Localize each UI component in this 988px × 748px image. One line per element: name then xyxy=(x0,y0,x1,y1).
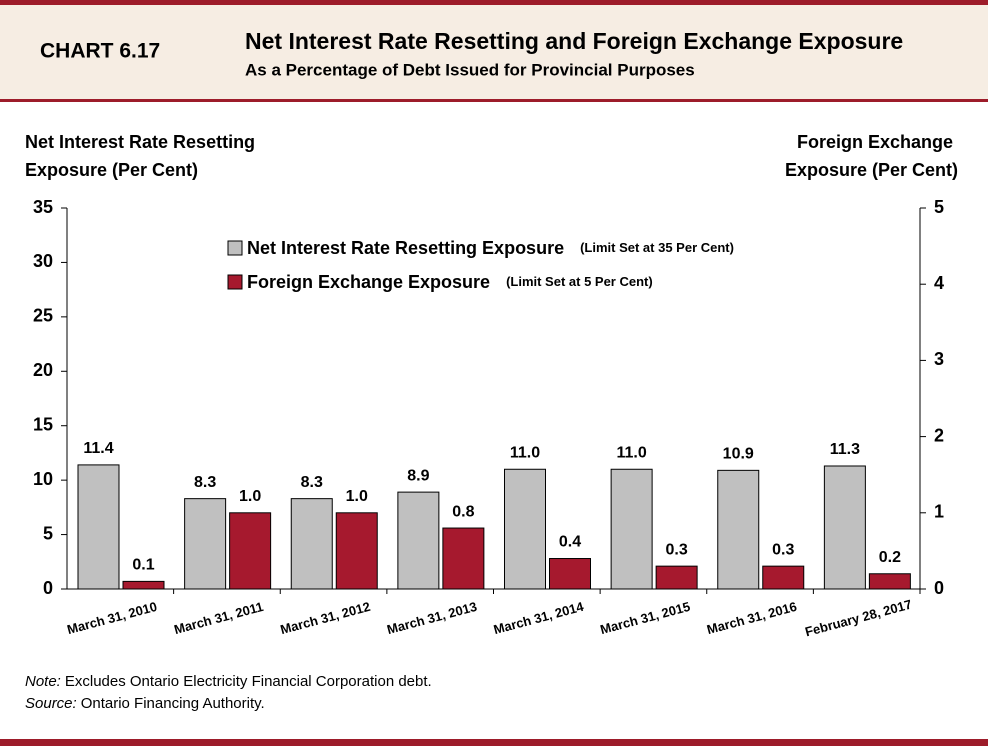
value-label: 8.3 xyxy=(301,474,323,491)
bar xyxy=(549,558,591,590)
y-tick-label: 0 xyxy=(43,578,53,598)
bar xyxy=(762,565,805,590)
header-rule xyxy=(0,99,988,102)
y-tick-label: 10 xyxy=(33,469,53,489)
chart-number: CHART 6.17 xyxy=(40,40,160,63)
y-axis-label: Net Interest Rate Resetting xyxy=(25,132,255,152)
y2-tick-label: 4 xyxy=(934,273,944,293)
x-tick-label: March 31, 2013 xyxy=(385,599,478,637)
bar xyxy=(77,464,120,590)
value-label: 0.4 xyxy=(559,534,581,551)
bar xyxy=(504,468,546,590)
value-label: 0.3 xyxy=(772,541,794,558)
y-axis-label: Exposure (Per Cent) xyxy=(25,160,198,180)
y2-tick-label: 3 xyxy=(934,349,944,369)
chart-title: Net Interest Rate Resetting and Foreign … xyxy=(245,28,903,54)
footnote: Source: Ontario Financing Authority. xyxy=(25,695,265,712)
x-tick-label: March 31, 2016 xyxy=(705,599,798,637)
y2-tick-label: 5 xyxy=(934,197,944,217)
legend-note: (Limit Set at 5 Per Cent) xyxy=(506,274,653,289)
value-label: 0.3 xyxy=(666,541,688,558)
y-tick-label: 30 xyxy=(33,251,53,271)
value-label: 8.9 xyxy=(407,467,429,484)
bar xyxy=(229,512,272,590)
value-label: 0.1 xyxy=(132,557,154,574)
bar xyxy=(122,580,165,590)
top-bar xyxy=(0,0,988,5)
legend-note: (Limit Set at 35 Per Cent) xyxy=(580,240,734,255)
y2-tick-label: 2 xyxy=(934,425,944,445)
bar xyxy=(442,527,485,590)
bar xyxy=(397,491,440,590)
value-label: 8.3 xyxy=(194,474,216,491)
bar xyxy=(335,512,378,590)
x-tick-label: March 31, 2010 xyxy=(65,599,158,637)
x-tick-label: February 28, 2017 xyxy=(803,597,913,640)
footnote-text: Excludes Ontario Electricity Financial C… xyxy=(65,673,432,690)
bar xyxy=(655,565,698,590)
y-tick-label: 5 xyxy=(43,523,53,543)
value-label: 11.3 xyxy=(830,441,860,458)
legend-swatch xyxy=(227,240,243,256)
x-tick-label: March 31, 2014 xyxy=(492,599,586,638)
y-tick-label: 35 xyxy=(33,197,53,217)
bar xyxy=(868,573,911,590)
bottom-bar xyxy=(0,739,988,746)
y-tick-label: 15 xyxy=(33,414,53,434)
legend-label: Net Interest Rate Resetting Exposure (Lim… xyxy=(247,238,734,258)
header-background xyxy=(0,5,988,100)
y2-axis-label: Exposure (Per Cent) xyxy=(785,160,958,180)
y2-axis-label: Foreign Exchange xyxy=(797,132,953,152)
bar xyxy=(717,469,760,590)
footnote-label: Note: xyxy=(25,673,61,690)
value-label: 1.0 xyxy=(239,488,261,505)
x-tick-label: March 31, 2015 xyxy=(599,599,692,637)
bar xyxy=(610,468,653,590)
x-tick-label: March 31, 2011 xyxy=(172,599,265,637)
legend-name: Net Interest Rate Resetting Exposure xyxy=(247,238,564,258)
value-label: 0.2 xyxy=(879,549,901,566)
footnote-label: Source: xyxy=(25,695,77,712)
legend-name: Foreign Exchange Exposure xyxy=(247,272,490,292)
value-label: 11.0 xyxy=(510,444,540,461)
footnote: Note: Excludes Ontario Electricity Financ… xyxy=(25,673,432,690)
legend-label: Foreign Exchange Exposure (Limit Set at 5… xyxy=(247,272,653,292)
bar xyxy=(184,498,227,590)
value-label: 11.4 xyxy=(83,440,113,457)
value-label: 1.0 xyxy=(346,488,368,505)
bar xyxy=(823,465,866,590)
chart-subtitle: As a Percentage of Debt Issued for Provi… xyxy=(245,60,695,79)
y2-tick-label: 1 xyxy=(934,502,944,522)
x-tick-label: March 31, 2012 xyxy=(279,599,372,637)
value-label: 0.8 xyxy=(452,503,474,520)
value-label: 11.0 xyxy=(616,444,646,461)
y-tick-label: 25 xyxy=(33,306,53,326)
footnote-text: Ontario Financing Authority. xyxy=(81,695,265,712)
value-label: 10.9 xyxy=(723,446,754,463)
bar xyxy=(290,498,333,590)
legend-swatch xyxy=(227,274,243,290)
y2-tick-label: 0 xyxy=(934,578,944,598)
y-tick-label: 20 xyxy=(33,360,53,380)
